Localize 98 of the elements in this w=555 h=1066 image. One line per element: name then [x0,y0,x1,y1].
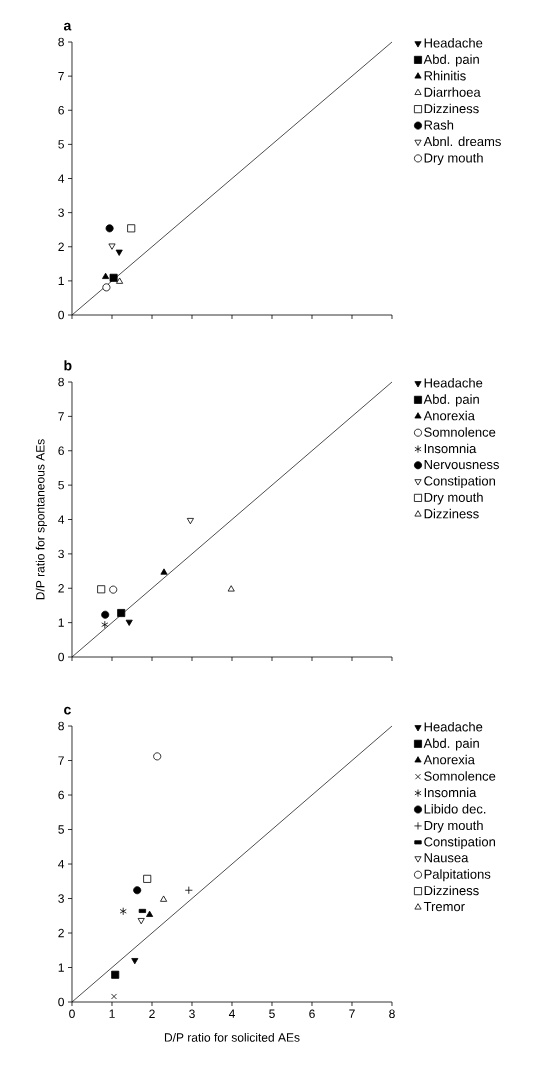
legend-label: Anorexia [423,754,475,765]
point [143,874,152,883]
legend-label: Abd. pain [423,738,479,751]
legend-label: Dry mouth [424,152,483,166]
point [125,619,133,626]
y-tick-label: 5 [58,825,64,834]
y-tick-label: 5 [58,140,64,149]
legend-label: Insomnia [424,443,477,454]
legend-label: Insomnia [424,787,477,798]
point [109,585,118,594]
y-tick-label: 2 [58,928,64,938]
legend-label: Rash [424,120,454,130]
point [115,249,123,256]
y-tick-label: 7 [58,72,64,81]
y-tick-label: 7 [58,756,64,765]
x-tick-label: 0 [69,1009,75,1019]
y-tick-label: 1 [58,963,64,972]
legend-label: Rhinitis [424,70,466,81]
point [97,585,106,594]
legend-label: Anorexia [423,410,475,421]
point [160,895,168,902]
point [153,752,162,761]
point [102,283,111,292]
point [105,224,114,233]
x-tick-label: 6 [309,1009,315,1019]
y-tick-label: 0 [58,997,64,1007]
y-tick-label: 4 [58,859,65,869]
y-tick-label: 0 [58,652,64,662]
legend-label: Palpitations [424,869,491,882]
chart-title: c [64,706,71,715]
chart-title: a [63,22,72,31]
x-tick-label: 5 [269,1009,275,1018]
y-tick-label: 3 [58,208,64,217]
legend-label: Somnolence [424,427,496,437]
legend-label: Constipation [424,476,495,489]
point [111,970,120,979]
legend-label: Dizziness [424,103,479,114]
point [227,585,235,592]
y-tick-label: 5 [58,480,64,490]
x-tick-label: 3 [189,1009,195,1019]
legend-label: Abd. pain [423,394,479,407]
legend-label: Nervousness [424,460,499,470]
x-tick-label: 1 [109,1009,115,1018]
point [101,620,109,629]
x-tick-label: 8 [389,1009,395,1019]
legend-label: Headache [424,377,483,388]
point [102,272,110,279]
legend-label: Dry mouth [424,820,483,833]
y-tick-label: 6 [58,446,64,455]
y-axis-title: D/P ratio for spontaneous AEs [35,439,47,600]
legend-label: Nausea [424,853,469,863]
legend-label: Libido dec. [424,804,486,814]
point [133,886,142,895]
legend-label: Dizziness [424,508,479,519]
y-tick-label: 1 [58,618,64,627]
y-tick-label: 3 [58,894,64,903]
legend-label: Constipation [424,836,495,849]
y-tick-label: 0 [58,310,64,320]
legend-label: Abd. pain [423,54,479,67]
x-axis-title: D/P ratio for solicited AEs [164,1032,300,1042]
point [146,910,154,917]
y-tick-label: 4 [58,515,65,524]
x-tick-label: 4 [228,1009,235,1018]
point [137,918,145,925]
y-tick-label: 8 [58,721,64,731]
legend-label: Somnolence [424,771,496,781]
legend-label: Dry mouth [424,492,483,505]
legend-label: Diarrhoea [424,87,481,97]
legend-label: Headache [424,38,483,48]
point [101,610,110,619]
point [111,993,117,1000]
point [108,243,116,250]
legend-label: Abnl. dreams [423,136,501,147]
point [109,273,118,282]
point [184,886,193,895]
y-tick-label: 2 [58,242,64,251]
point [131,958,139,965]
point [127,224,136,233]
y-tick-label: 8 [58,37,64,47]
point [116,277,124,284]
point [186,518,194,525]
y-tick-label: 2 [58,584,64,593]
x-tick-label: 7 [349,1009,355,1018]
y-tick-label: 1 [58,276,64,286]
y-tick-label: 3 [58,549,64,559]
y-tick-label: 8 [58,377,64,387]
legend-label: Headache [424,721,483,732]
point [117,609,126,618]
legend-label: Tremor [423,902,465,912]
point [119,907,127,916]
y-tick-label: 4 [58,174,65,183]
x-tick-label: 2 [149,1009,155,1018]
point [160,568,168,575]
y-tick-label: 7 [58,412,64,421]
y-tick-label: 6 [58,106,64,115]
legend-label: Dizziness [424,885,479,896]
y-tick-label: 6 [58,790,64,800]
chart-title: b [64,360,72,371]
